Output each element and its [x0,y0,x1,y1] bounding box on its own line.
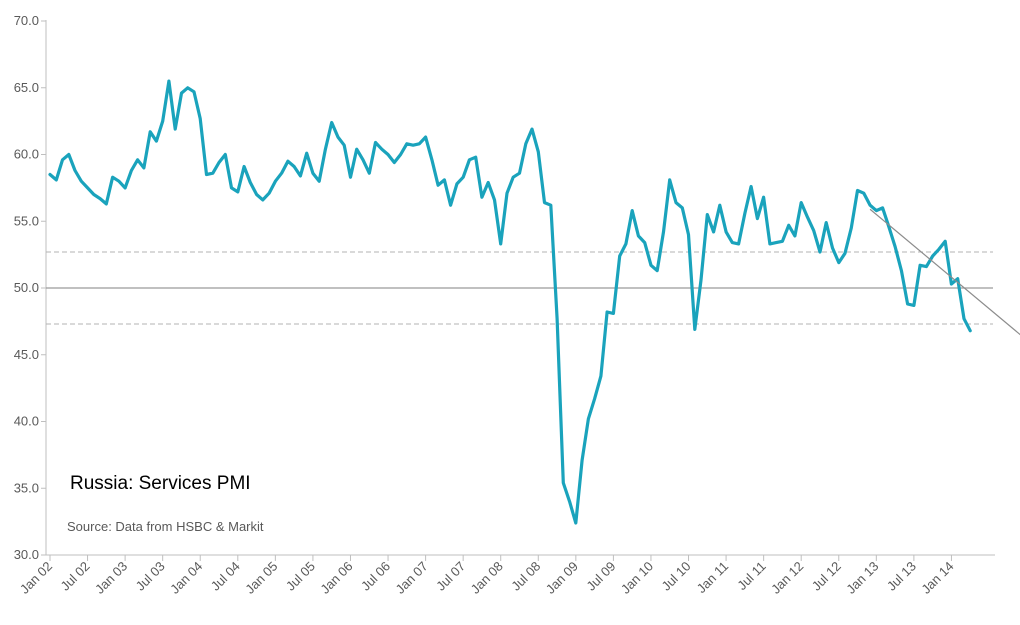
reference-lines [46,251,993,325]
y-tick-label: 40.0 [14,414,39,429]
y-tick-label: 70.0 [14,13,39,28]
trend-line [869,208,1020,336]
y-tick-label: 65.0 [14,80,39,95]
x-tick-label: Jul 10 [658,559,693,594]
series-layer [48,79,972,525]
x-tick-label: Jul 11 [734,559,768,593]
y-tick-label: 55.0 [14,213,39,228]
x-tick-label: Jan 04 [167,559,205,597]
x-tick-label: Jan 08 [468,559,506,597]
x-tick-label: Jan 13 [843,559,881,597]
x-tick-label: Jul 02 [58,559,93,594]
x-tick-label: Jan 14 [918,559,956,597]
y-tick-label: 60.0 [14,147,39,162]
y-tick-label: 50.0 [14,280,39,295]
x-tick-label: Jul 03 [133,559,168,594]
x-tick-label: Jan 09 [543,559,581,597]
x-tick-label: Jan 03 [92,559,130,597]
y-tick-label: 30.0 [14,547,39,562]
x-tick-label: Jan 06 [317,559,355,597]
x-tick-label: Jul 06 [358,559,393,594]
x-tick-label: Jan 10 [618,559,656,597]
x-tick-label: Jan 07 [393,559,431,597]
y-axis-ticks: 30.0 35.0 40.0 45.0 50.0 55.0 60.0 65.0 70.0 [14,13,46,562]
x-tick-label: Jan 02 [17,559,55,597]
y-tick-label: 45.0 [14,347,39,362]
x-tick-label: Jan 12 [768,559,806,597]
x-tick-label: Jan 11 [694,559,732,597]
x-tick-label: Jul 07 [433,559,468,594]
x-tick-label: Jul 09 [583,559,618,594]
x-axis-ticks: Jan 02 Jul 02 Jan 03 Jul 03 Jan 04 Jul 04 Jan … [17,555,957,597]
chart-title: Russia: Services PMI [70,473,251,494]
y-tick-label: 35.0 [14,480,39,495]
chart-source: Source: Data from HSBC & Markit [67,519,264,534]
x-tick-label: Jan 05 [242,559,280,597]
x-tick-label: Jul 05 [283,559,318,594]
x-tick-label: Jul 12 [809,559,844,594]
x-tick-label: Jul 13 [884,559,919,594]
x-tick-label: Jul 08 [508,559,543,594]
x-tick-label: Jul 04 [208,559,243,594]
series-line [48,79,972,525]
